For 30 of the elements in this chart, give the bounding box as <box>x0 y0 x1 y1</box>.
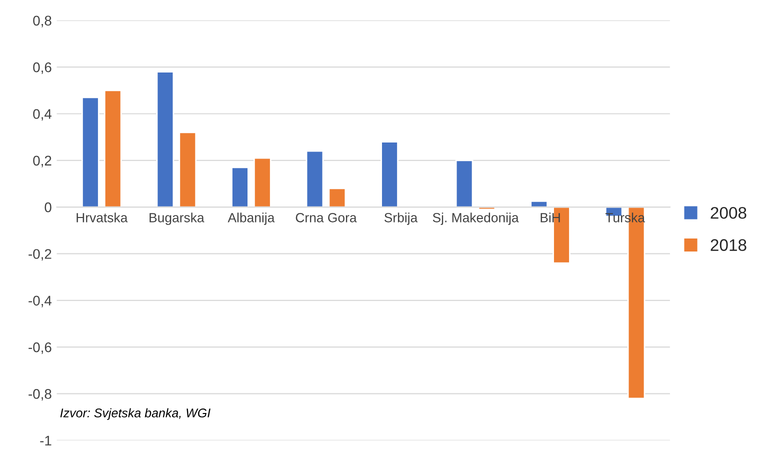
y-tick-label: -0,2 <box>28 249 52 261</box>
x-tick-label: Srbija <box>384 212 418 225</box>
x-tick-label: Albanija <box>228 212 275 225</box>
bar <box>306 150 324 208</box>
legend-label: 2008 <box>710 206 746 219</box>
y-tick-label: -1 <box>40 436 52 446</box>
y-tick-label: 0,4 <box>33 109 52 121</box>
x-tick-label: Crna Gora <box>296 212 357 222</box>
bar <box>328 188 346 208</box>
y-tick-label: 0 <box>44 202 52 212</box>
x-tick-label: Bugarska <box>150 212 204 225</box>
bar <box>530 200 548 208</box>
bar <box>253 157 272 208</box>
bar <box>455 160 474 208</box>
bar <box>231 166 249 208</box>
x-tick-label: Sj. Makedonija <box>432 212 519 225</box>
bar <box>380 141 398 208</box>
y-tick-label: 0,6 <box>33 62 52 74</box>
y-tick-label: 0,2 <box>33 156 52 168</box>
bar <box>104 90 122 208</box>
bar <box>178 132 197 208</box>
y-tick-label: 0,8 <box>33 16 52 28</box>
y-tick-label: -0,4 <box>28 296 52 308</box>
y-tick-label: -0,8 <box>28 389 52 401</box>
y-tick-label: -0,6 <box>28 342 52 354</box>
bar <box>82 96 100 208</box>
annotation: Izvor: Svjetska banka, WGI <box>60 408 210 420</box>
bar <box>156 71 174 208</box>
x-tick-label: Hrvatska <box>76 212 128 222</box>
legend-label: 2018 <box>710 239 746 251</box>
